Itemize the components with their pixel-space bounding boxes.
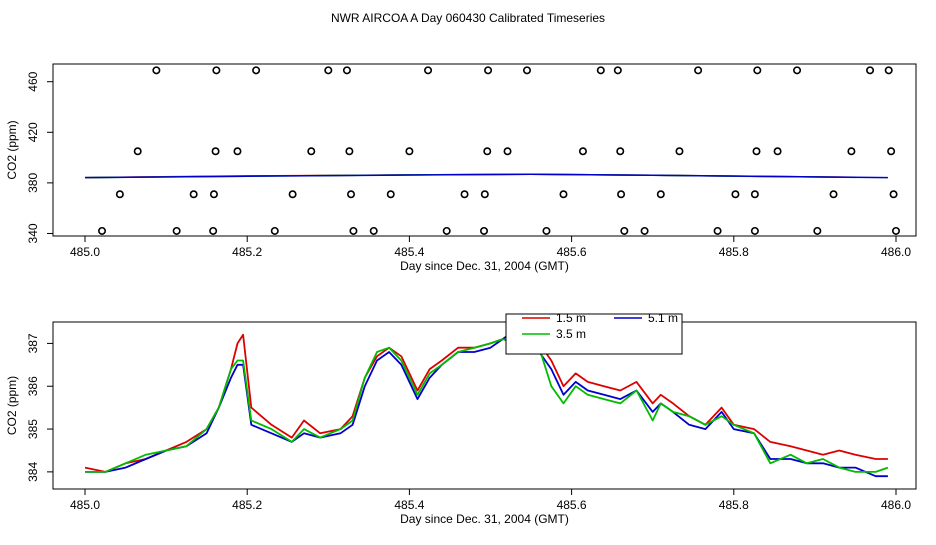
plot-frame [52,63,917,237]
data-point-marker [620,226,629,235]
data-point-marker [98,226,107,235]
data-point-marker [773,147,782,156]
data-point-marker [152,66,161,75]
legend-label: 5.1 m [648,311,678,325]
x-tick-label: 485.0 [70,245,100,259]
x-tick-label: 485.4 [394,245,424,259]
data-point-marker [750,226,759,235]
x-tick-label: 485.6 [557,245,587,259]
data-point-marker [640,226,649,235]
data-point-marker [270,226,279,235]
x-tick-label: 485.2 [232,498,262,512]
data-point-marker [617,190,626,199]
series-line [84,173,888,179]
data-point-marker [349,226,358,235]
y-tick-label: 460 [26,71,40,91]
data-point-marker [884,66,893,75]
data-point-marker [483,147,492,156]
x-tick-label: 485.6 [557,498,587,512]
data-point-marker [752,147,761,156]
data-point-marker [694,66,703,75]
y-tick-label: 385 [26,419,40,439]
data-point-marker [386,190,395,199]
data-point-marker [133,147,142,156]
data-point-marker [405,147,414,156]
legend-label: 1.5 m [556,311,586,325]
x-axis-label: Day since Dec. 31, 2004 (GMT) [400,512,569,526]
data-point-marker [342,66,351,75]
series-line [85,338,889,473]
series-line [85,329,888,478]
y-tick-label: 420 [26,122,40,142]
data-point-marker [847,147,856,156]
data-point-marker [233,147,242,156]
data-point-marker [522,66,531,75]
series-line [84,329,888,473]
y-tick-label: 387 [26,333,40,353]
x-tick-label: 486.0 [881,498,911,512]
x-tick-label: 485.8 [719,498,749,512]
data-point-marker [212,66,221,75]
data-point-marker [613,66,622,75]
data-point-marker [813,226,822,235]
data-point-marker [307,147,316,156]
data-point-marker [480,226,489,235]
y-tick-label: 386 [26,376,40,396]
x-axis-label: Day since Dec. 31, 2004 (GMT) [400,259,569,273]
upper-scatter-panel: 485.0 485.2 485.4 485.6 485.8 486.0 Day since … [5,63,917,273]
data-point-marker [115,190,124,199]
data-point-marker [887,147,896,156]
data-point-marker [484,66,493,75]
y-tick-label: 384 [26,462,40,482]
data-point-marker [172,226,181,235]
x-tick-label: 485.4 [394,498,424,512]
data-point-marker [891,226,900,235]
x-tick-label: 486.0 [881,245,911,259]
data-point-marker [578,147,587,156]
y-tick-label: 380 [26,173,40,193]
data-point-marker [675,147,684,156]
data-point-marker [209,226,218,235]
x-tick-label: 485.0 [70,498,100,512]
data-point-marker [559,190,568,199]
data-point-marker [656,190,665,199]
data-point-marker [829,190,838,199]
data-point-marker [288,190,297,199]
data-point-marker [460,190,469,199]
data-point-marker [713,226,722,235]
data-point-marker [753,66,762,75]
data-point-marker [324,66,333,75]
figure-title: NWR AIRCOA A Day 060430 Calibrated Times… [331,11,605,25]
legend-label: 3.5 m [556,327,586,341]
data-point-marker [369,226,378,235]
data-point-marker [347,190,356,199]
data-point-marker [596,66,605,75]
y-axis-label: CO2 (ppm) [5,376,19,435]
data-point-marker [424,66,433,75]
data-point-marker [616,147,625,156]
x-tick-label: 485.2 [232,245,262,259]
data-point-marker [750,190,759,199]
data-point-marker [252,66,261,75]
x-tick-label: 485.8 [719,245,749,259]
data-point-marker [793,66,802,75]
y-tick-label: 340 [26,223,40,243]
plot-frame [52,321,917,490]
data-point-marker [442,226,451,235]
data-point-marker [731,190,740,199]
data-point-marker [503,147,512,156]
data-point-marker [211,147,220,156]
data-point-marker [345,147,354,156]
data-point-marker [480,190,489,199]
lower-line-panel: 485.0 485.2 485.4 485.6 485.8 486.0 Day since … [5,311,917,526]
y-axis-label: CO2 (ppm) [5,120,19,179]
data-point-marker [189,190,198,199]
data-point-marker [866,66,875,75]
data-point-marker [209,190,218,199]
data-point-marker [542,226,551,235]
data-point-marker [889,190,898,199]
